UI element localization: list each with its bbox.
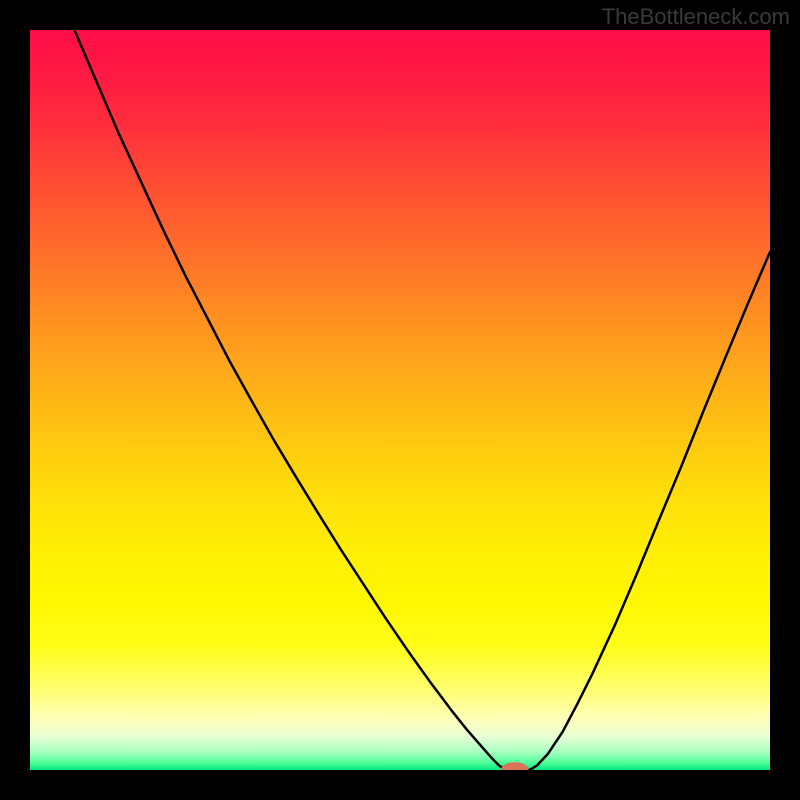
watermark-text: TheBottleneck.com bbox=[602, 4, 790, 30]
chart-svg bbox=[30, 30, 770, 770]
plot-area bbox=[30, 30, 770, 770]
gradient-background bbox=[30, 30, 770, 770]
chart-container: TheBottleneck.com bbox=[0, 0, 800, 800]
